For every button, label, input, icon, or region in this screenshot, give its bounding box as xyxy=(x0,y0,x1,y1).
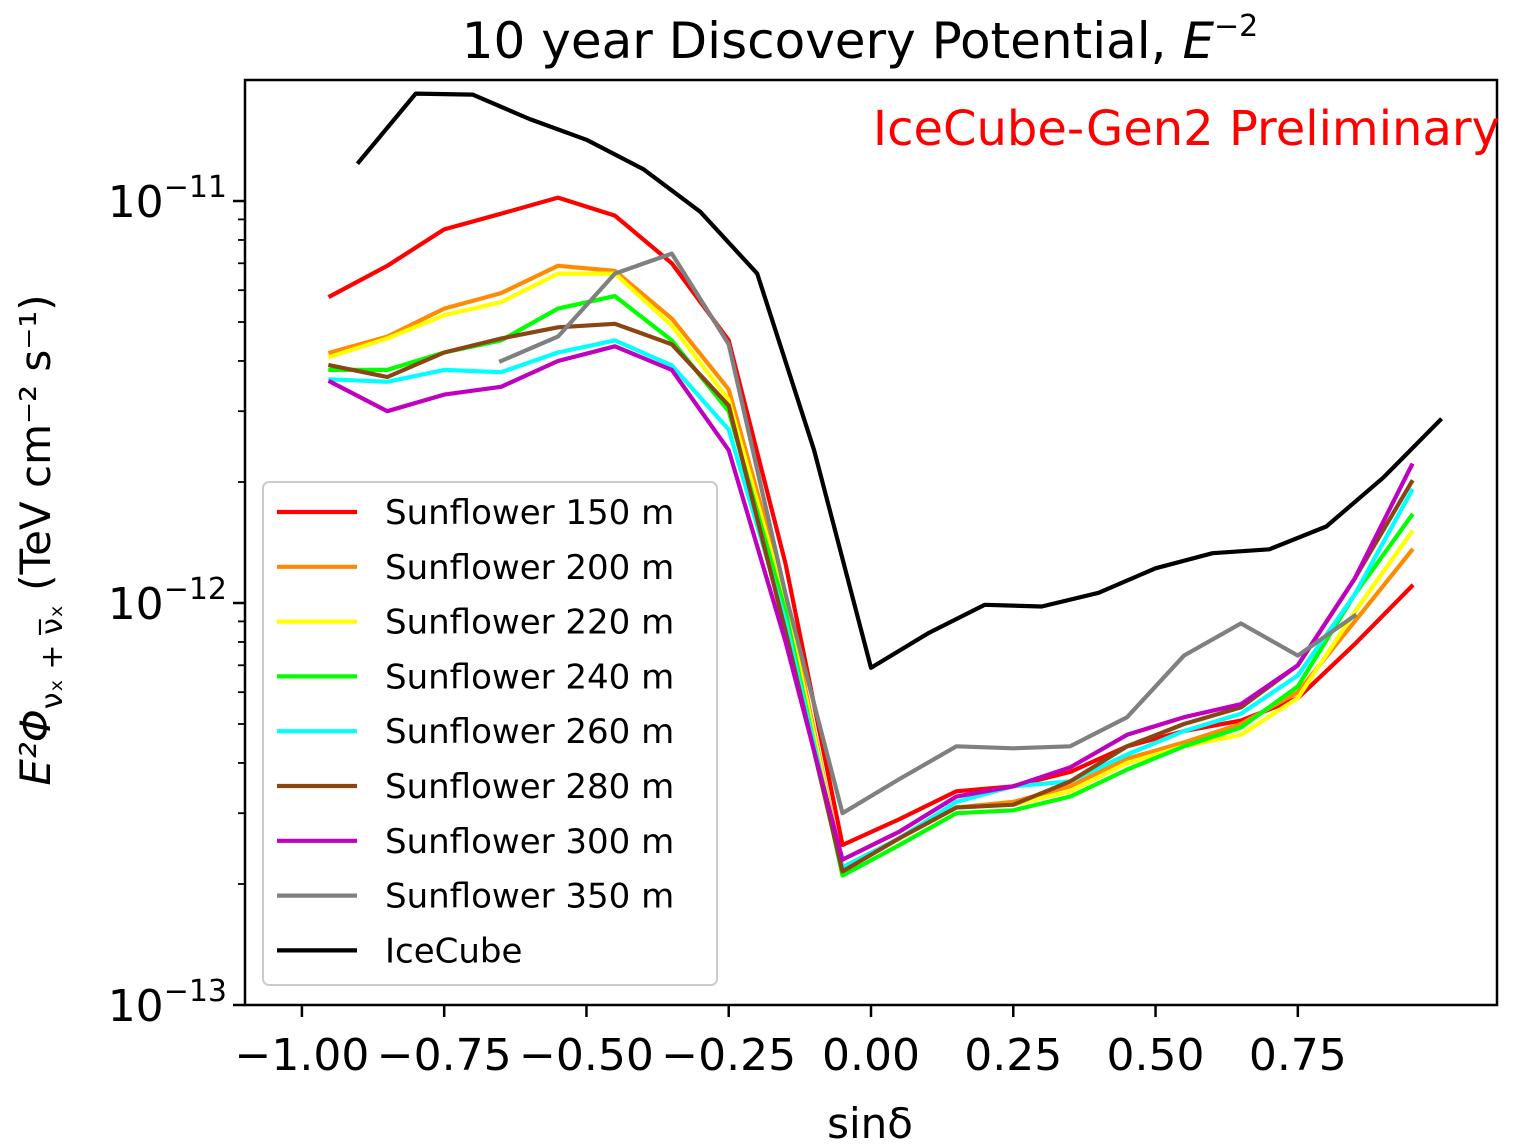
legend-items: Sunflower 150 m Sunflower 200 m Sunflower … xyxy=(277,493,674,971)
x-tick-label: −0.75 xyxy=(377,1030,512,1081)
x-tick-label: −1.00 xyxy=(234,1030,369,1081)
legend-box xyxy=(262,481,718,986)
legend-entry-label: Sunflower 240 m xyxy=(385,657,674,697)
x-tick-label: 0.25 xyxy=(964,1030,1062,1081)
y-tick-label: 10−11 xyxy=(108,170,227,228)
y-axis-label: E²Φνₓ + ν̅ₓ(TeV cm⁻² s⁻¹) xyxy=(11,294,70,785)
x-tick-label: −0.50 xyxy=(519,1030,654,1081)
x-tick-label: 0.00 xyxy=(822,1030,920,1081)
legend-entry-label: Sunflower 220 m xyxy=(385,603,674,643)
y-tick-label: 10−12 xyxy=(108,572,227,630)
y-tick-label: 10−13 xyxy=(108,974,227,1032)
legend-entry-label: IceCube xyxy=(385,931,522,971)
x-tick-label: 0.50 xyxy=(1107,1030,1205,1081)
legend-entry-label: Sunflower 260 m xyxy=(385,712,674,752)
legend-entry-label: Sunflower 200 m xyxy=(385,548,674,588)
series-line-sunflower-300-m xyxy=(327,344,1415,862)
series-line-sunflower-150-m xyxy=(327,195,1415,848)
x-tick-label: −0.25 xyxy=(661,1030,796,1081)
legend: Sunflower 150 m Sunflower 200 m Sunflower … xyxy=(262,481,718,986)
x-tick-label: 0.75 xyxy=(1249,1030,1347,1081)
legend-entry-label: Sunflower 150 m xyxy=(385,493,674,533)
series-line-icecube xyxy=(355,91,1444,670)
preliminary-annotation: IceCube-Gen2 Preliminary xyxy=(873,101,1500,157)
legend-entry-label: Sunflower 300 m xyxy=(385,822,674,862)
legend-entry-label: Sunflower 280 m xyxy=(385,767,674,807)
series-line-sunflower-350-m xyxy=(498,251,1358,816)
legend-entry-label: Sunflower 350 m xyxy=(385,877,674,917)
chart-title: 10 year Discovery Potential, E−2 xyxy=(462,9,1259,70)
series-line-sunflower-280-m xyxy=(327,321,1415,874)
x-axis-label: sinδ xyxy=(827,1099,913,1147)
series-layer xyxy=(327,91,1444,878)
ticks-layer: −1.00 −0.75 −0.50 −0.25 0.00 0.25 0.50 0.75 10−1… xyxy=(108,170,1347,1081)
